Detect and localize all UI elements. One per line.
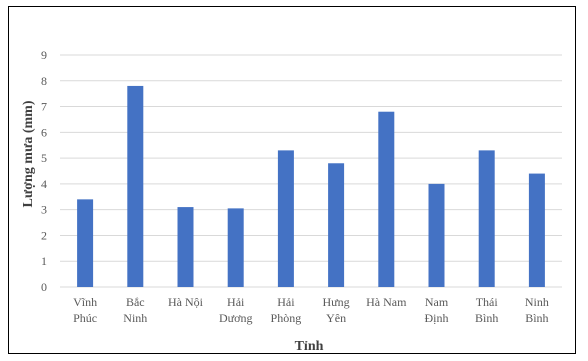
x-tick-label: Vĩnh Phúc [73,295,97,325]
x-tick-label: Ninh Bình [525,295,549,325]
y-tick-label: 1 [41,254,47,268]
bar [277,150,294,287]
y-tick-label: 8 [41,74,47,88]
bar [378,111,395,287]
x-tick-label: Hải Dương [219,295,253,325]
chart-frame: 0 1 2 3 4 5 6 7 8 9 Vĩnh Phúc Bắc Ninh Hà Nội Hải Dương… [8,6,576,354]
y-tick-label: 5 [41,151,47,165]
x-tick-labels: Vĩnh Phúc Bắc Ninh Hà Nội Hải Dương Hải Phòng Hưn… [73,295,549,325]
bar [77,199,94,287]
y-axis-label: Lượng mưa (mm) [21,100,36,207]
bar [528,173,545,287]
bar [328,163,345,287]
x-tick-label: Hải Phòng [271,295,302,325]
y-tick-label: 6 [41,125,47,139]
y-tick-label: 3 [41,203,47,217]
x-tick-label: Nam Định [425,295,449,325]
x-axis-label: Tỉnh [295,339,324,352]
x-tick-label: Hà Nam [366,295,407,309]
bar [177,207,194,287]
bars [77,85,545,287]
bar [127,85,144,287]
y-tick-label: 9 [41,48,47,62]
x-tick-label: Hưng Yên [323,295,350,325]
x-tick-label: Bắc Ninh [123,295,147,325]
x-tick-label: Thái Bình [475,295,498,325]
bar [478,150,495,287]
bar [428,183,445,287]
rainfall-bar-chart: 0 1 2 3 4 5 6 7 8 9 Vĩnh Phúc Bắc Ninh Hà Nội Hải Dương… [21,48,562,354]
y-tick-label: 0 [41,280,47,294]
x-tick-label: Hà Nội [168,295,204,309]
y-tick-label: 7 [41,100,47,114]
y-tick-labels: 0 1 2 3 4 5 6 7 8 9 [41,48,47,294]
gridlines [60,54,562,288]
bar [227,208,244,287]
y-tick-label: 2 [41,228,47,242]
y-tick-label: 4 [41,177,47,191]
